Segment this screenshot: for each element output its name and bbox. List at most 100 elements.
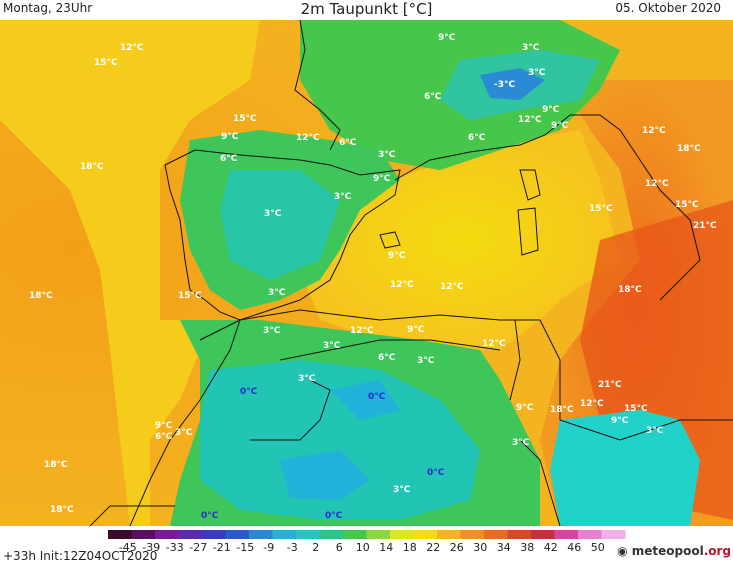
value-label: 18°C — [50, 505, 74, 515]
value-label: 12°C — [120, 43, 144, 53]
value-label: 21°C — [693, 221, 717, 231]
value-label: 15°C — [94, 58, 118, 68]
value-label: 3°C — [512, 438, 530, 448]
colorbar-tick-label: 6 — [336, 541, 343, 554]
colorbar-ticks: -45 -39 -33 -27 -21 -15 -9 -3 2 6 10 14 18 22 26 30 34 38… — [119, 541, 605, 554]
value-label: 18°C — [29, 291, 53, 301]
colorbar-tick-label: -33 — [166, 541, 184, 554]
colorbar-swatch — [366, 530, 391, 539]
colorbar-swatch — [554, 530, 579, 539]
value-label: 15°C — [624, 404, 648, 414]
map-title: 2m Taupunkt [°C] — [300, 0, 433, 18]
value-label: 12°C — [645, 179, 669, 189]
value-label: 15°C — [675, 200, 699, 210]
colorbar-tick-label: 10 — [356, 541, 370, 554]
value-label: 9°C — [542, 105, 560, 115]
value-label: 3°C — [263, 326, 281, 336]
colorbar-tick-label: 50 — [591, 541, 605, 554]
colorbar-swatches — [108, 530, 626, 539]
colorbar-area: -45 -39 -33 -27 -21 -15 -9 -3 2 6 10 14 18 22 26 30 34 38… — [0, 526, 733, 566]
value-label: 15°C — [589, 204, 613, 214]
value-label: 9°C — [388, 251, 406, 261]
colorbar-tick-label: -3 — [287, 541, 298, 554]
colorbar: -45 -39 -33 -27 -21 -15 -9 -3 2 6 10 14 18 22 26 30 34 38… — [108, 530, 626, 554]
colorbar-tick-label: -9 — [263, 541, 274, 554]
colorbar-swatch — [225, 530, 250, 539]
colorbar-tick-label: 30 — [473, 541, 487, 554]
value-label: 6°C — [424, 92, 442, 102]
value-label: 18°C — [80, 162, 104, 172]
colorbar-swatch — [578, 530, 602, 539]
colorbar-tick-label: 34 — [497, 541, 511, 554]
value-label: 18°C — [677, 144, 701, 154]
colorbar-tick-label: -45 — [119, 541, 137, 554]
colorbar-swatch — [131, 530, 156, 539]
colorbar-tick-label: 2 — [312, 541, 319, 554]
value-label: 3°C — [268, 288, 286, 298]
value-label: 12°C — [440, 282, 464, 292]
value-label: 9°C — [407, 325, 425, 335]
value-label: 0°C — [201, 511, 219, 521]
value-label: 9°C — [438, 33, 456, 43]
colorbar-tick-label: 14 — [379, 541, 393, 554]
colorbar-swatch — [531, 530, 555, 539]
value-label: 0°C — [325, 511, 343, 521]
value-label: 12°C — [296, 133, 320, 143]
colorbar-swatch — [296, 530, 320, 539]
north-africa-cyan-field — [200, 360, 480, 520]
colorbar-tick-label: -21 — [213, 541, 231, 554]
map-header: Montag, 23Uhr 2m Taupunkt [°C] 05. Oktob… — [0, 0, 733, 20]
value-label: 3°C — [417, 356, 435, 366]
colorbar-swatch — [507, 530, 532, 539]
colorbar-swatch — [272, 530, 297, 539]
value-label: 9°C — [373, 174, 391, 184]
value-label: 6°C — [339, 138, 357, 148]
value-label: 6°C — [378, 353, 396, 363]
value-label: 21°C — [598, 380, 622, 390]
colorbar-swatch — [413, 530, 438, 539]
value-label: 3°C — [334, 192, 352, 202]
value-label: 6°C — [468, 133, 486, 143]
value-label: 12°C — [642, 126, 666, 136]
colorbar-tick-label: 46 — [567, 541, 581, 554]
value-label: 0°C — [427, 468, 445, 478]
colorbar-tick-label: 18 — [403, 541, 417, 554]
value-label: 6°C — [155, 432, 173, 442]
colorbar-swatch — [343, 530, 367, 539]
colorbar-tick-label: 26 — [450, 541, 464, 554]
dewpoint-map: 12°C 15°C 9°C 3°C 3°C -3°C 6°C 6°C 9°C 1… — [0, 20, 733, 526]
value-label: 9°C — [611, 416, 629, 426]
value-label: 12°C — [580, 399, 604, 409]
colorbar-swatch — [460, 530, 485, 539]
libya-cyan-field — [550, 410, 700, 526]
value-label: 3°C — [646, 426, 664, 436]
value-label: 9°C — [516, 403, 534, 413]
colorbar-tick-label: -39 — [142, 541, 160, 554]
value-label: 12°C — [518, 115, 542, 125]
logo-suffix: .org — [703, 544, 731, 558]
sahara-blue-patch-2 — [330, 380, 400, 420]
value-label: 3°C — [175, 428, 193, 438]
colorbar-swatch — [178, 530, 203, 539]
value-label: 3°C — [298, 374, 316, 384]
value-label: 3°C — [378, 150, 396, 160]
colorbar-swatch — [249, 530, 273, 539]
value-label: 18°C — [44, 460, 68, 470]
colorbar-tick-label: 22 — [426, 541, 440, 554]
colorbar-tick-label: 42 — [544, 541, 558, 554]
sahara-blue-patch-1 — [280, 450, 370, 500]
colorbar-swatch — [202, 530, 226, 539]
colorbar-tick-label: -15 — [236, 541, 254, 554]
value-label: 0°C — [240, 387, 258, 397]
meteopool-logo[interactable]: ◉ meteopool.org — [617, 544, 731, 558]
value-label: 15°C — [233, 114, 257, 124]
value-label: 12°C — [482, 339, 506, 349]
forecast-day-time: Montag, 23Uhr — [3, 1, 93, 15]
value-label: 12°C — [390, 280, 414, 290]
coastlines — [89, 20, 733, 526]
meteopool-logo-icon: ◉ — [617, 544, 628, 558]
colorbar-swatch — [484, 530, 508, 539]
value-label: 18°C — [550, 405, 574, 415]
colorbar-swatch — [319, 530, 344, 539]
value-label: 6°C — [220, 154, 238, 164]
